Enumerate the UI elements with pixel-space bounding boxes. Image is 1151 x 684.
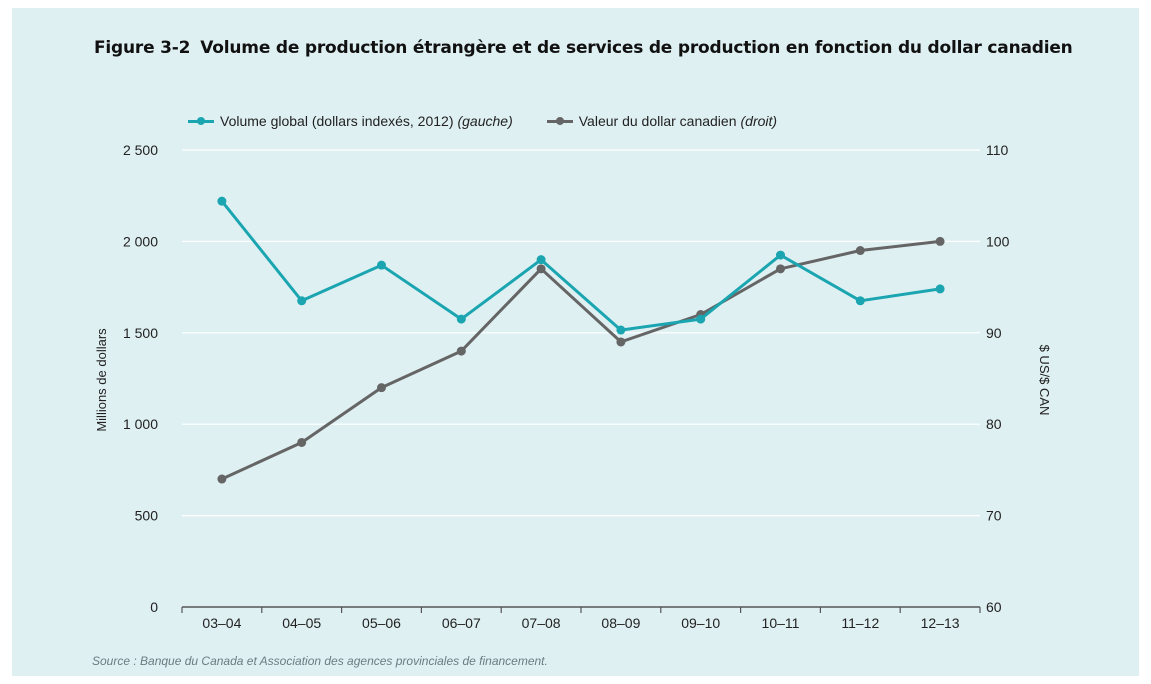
legend-label-volume: Volume global (dollars indexés, 2012)	[220, 113, 454, 129]
data-point	[536, 264, 546, 274]
x-tick-label: 09–10	[681, 615, 720, 631]
data-point	[855, 296, 865, 306]
left-tick-label: 2 500	[123, 142, 158, 158]
data-point	[297, 437, 307, 447]
x-axis-ticks: 03–04 04–05 05–06 06–07 07–08 08–09 09–10 10–11…	[202, 615, 959, 631]
left-tick-label: 500	[135, 508, 159, 524]
right-tick-label: 90	[986, 325, 1002, 341]
x-tick-label: 08–09	[601, 615, 640, 631]
legend-item-volume: Volume global (dollars indexés, 2012) (g…	[188, 113, 513, 129]
data-point	[536, 255, 546, 265]
right-tick-label: 80	[986, 416, 1002, 432]
x-tick-label: 10–11	[762, 615, 800, 631]
figure-number: Figure 3-2	[94, 38, 191, 58]
figure-title-text: Volume de production étrangère et de ser…	[200, 38, 1073, 58]
x-tick-label: 11–12	[841, 615, 879, 631]
x-tick-label: 07–08	[522, 615, 561, 631]
left-tick-label: 1 000	[123, 416, 158, 432]
series-line	[221, 239, 941, 481]
x-tick-label: 06–07	[442, 615, 481, 631]
x-tick-label: 03–04	[202, 615, 241, 631]
legend-label-dollar: Valeur du dollar canadien	[578, 113, 737, 129]
series-line	[220, 200, 941, 332]
left-tick-label: 1 500	[123, 325, 158, 341]
chart-legend: Volume global (dollars indexés, 2012) (g…	[188, 113, 811, 129]
source-note: Source : Banque du Canada et Association…	[92, 654, 548, 668]
data-point	[297, 296, 307, 306]
series-volume	[217, 196, 945, 335]
left-axis-title: Millions de dollars	[94, 328, 109, 432]
right-tick-label: 110	[986, 142, 1009, 158]
right-tick-label: 60	[986, 599, 1002, 615]
legend-swatch-dollar	[546, 115, 573, 127]
x-tick-label: 05–06	[362, 615, 401, 631]
data-point	[377, 383, 386, 393]
axes	[181, 606, 981, 613]
chart-title: Figure 3-2 Volume de production étrangère…	[94, 38, 1073, 58]
data-point	[456, 346, 466, 356]
series-lines	[217, 196, 945, 484]
right-tick-label: 70	[986, 508, 1002, 524]
data-point	[855, 246, 865, 256]
gridlines	[182, 149, 980, 517]
x-tick-label: 12–13	[921, 615, 960, 631]
series-dollar	[217, 236, 945, 484]
legend-suffix-dollar: (droit)	[740, 113, 778, 129]
data-point	[935, 236, 945, 246]
right-axis-title: $ US/$ CAN	[1037, 345, 1052, 416]
data-point	[456, 314, 466, 324]
left-tick-label: 2 000	[123, 233, 158, 249]
left-tick-label: 0	[150, 599, 158, 615]
legend-suffix-volume: (gauche)	[457, 113, 513, 129]
data-point	[616, 337, 626, 347]
data-point	[616, 325, 626, 335]
left-axis-ticks: 0 500 1 000 1 500 2 000 2 500	[123, 142, 158, 615]
data-point	[217, 196, 227, 206]
data-point	[377, 260, 386, 270]
data-point	[776, 264, 785, 274]
data-point	[696, 314, 706, 324]
x-tick-label: 04–05	[282, 615, 321, 631]
legend-swatch-volume	[188, 115, 214, 127]
data-point	[776, 250, 785, 260]
legend-item-dollar: Valeur du dollar canadien (droit)	[546, 113, 778, 129]
right-tick-label: 100	[986, 233, 1010, 249]
data-point	[217, 474, 227, 484]
right-axis-ticks: 60 70 80 90 100 110	[986, 142, 1010, 615]
data-point	[935, 284, 945, 294]
